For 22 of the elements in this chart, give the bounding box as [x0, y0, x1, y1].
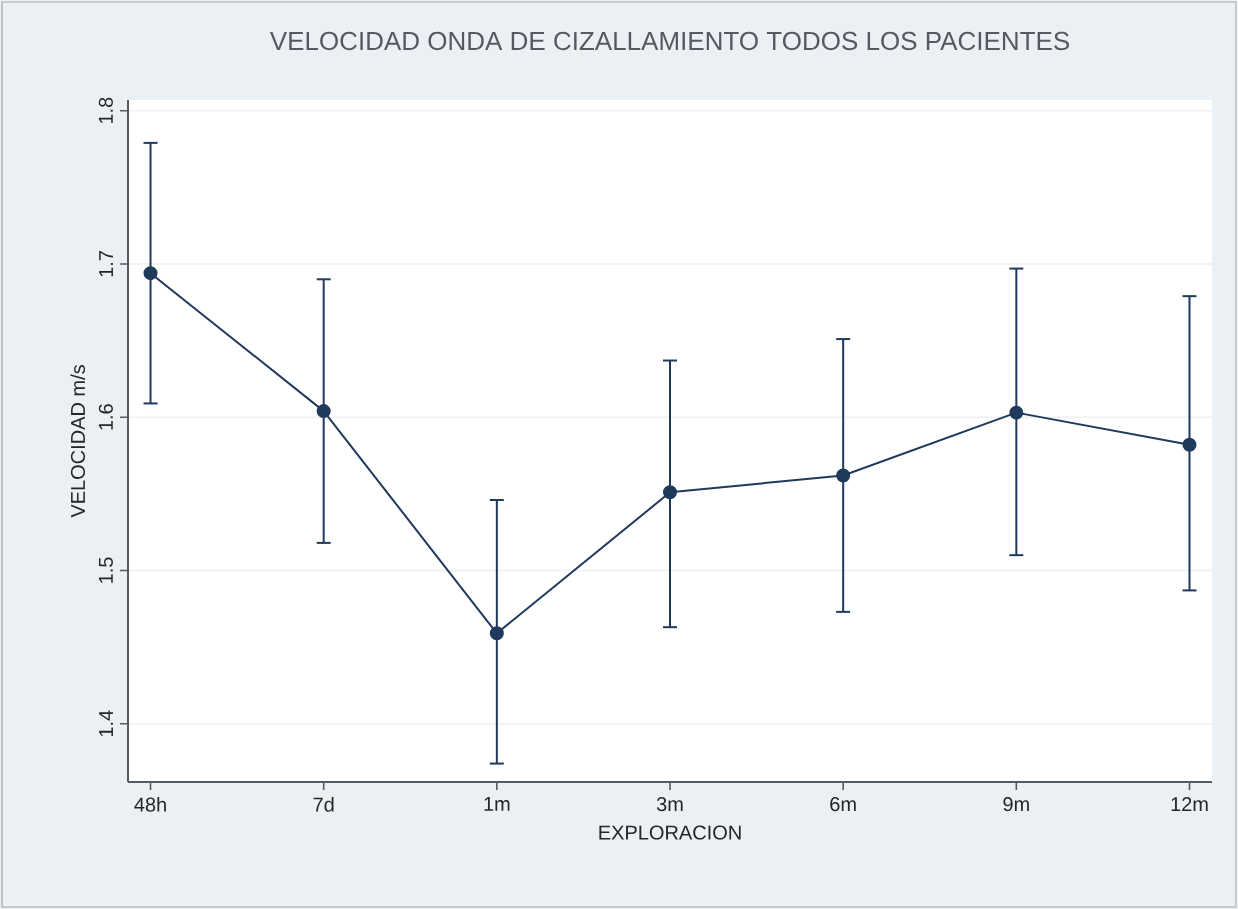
- point: [489, 626, 504, 641]
- point: [316, 404, 331, 419]
- x-tick-label: 48h: [134, 797, 166, 812]
- point: [1182, 437, 1197, 452]
- y-tick-label: 1.5: [98, 557, 113, 583]
- y-axis-title: VELOCIDAD m/s: [70, 365, 86, 518]
- y-tick-label: 1.6: [98, 404, 113, 430]
- point: [663, 485, 678, 500]
- x-tick-label: 1m: [484, 797, 510, 811]
- y-tick-label: 1.7: [99, 251, 113, 277]
- x-tick-label: 9m: [1003, 797, 1029, 812]
- point: [836, 468, 851, 483]
- x-tick-label: 6m: [830, 797, 856, 812]
- x-tick-label: 3m: [656, 797, 683, 812]
- y-tick-label: 1.8: [98, 97, 113, 124]
- x-axis-title: EXPLORACION: [599, 825, 741, 840]
- chart-title: VELOCIDAD ONDA DE CIZALLAMIENTO TODOS LOS PACIENTES: [269, 31, 1070, 51]
- point: [143, 266, 158, 281]
- point: [1009, 405, 1024, 420]
- y-tick-label: 1.4: [99, 710, 113, 737]
- x-tick-label: 7d: [313, 797, 334, 812]
- x-tick-label: 12m: [1171, 797, 1208, 812]
